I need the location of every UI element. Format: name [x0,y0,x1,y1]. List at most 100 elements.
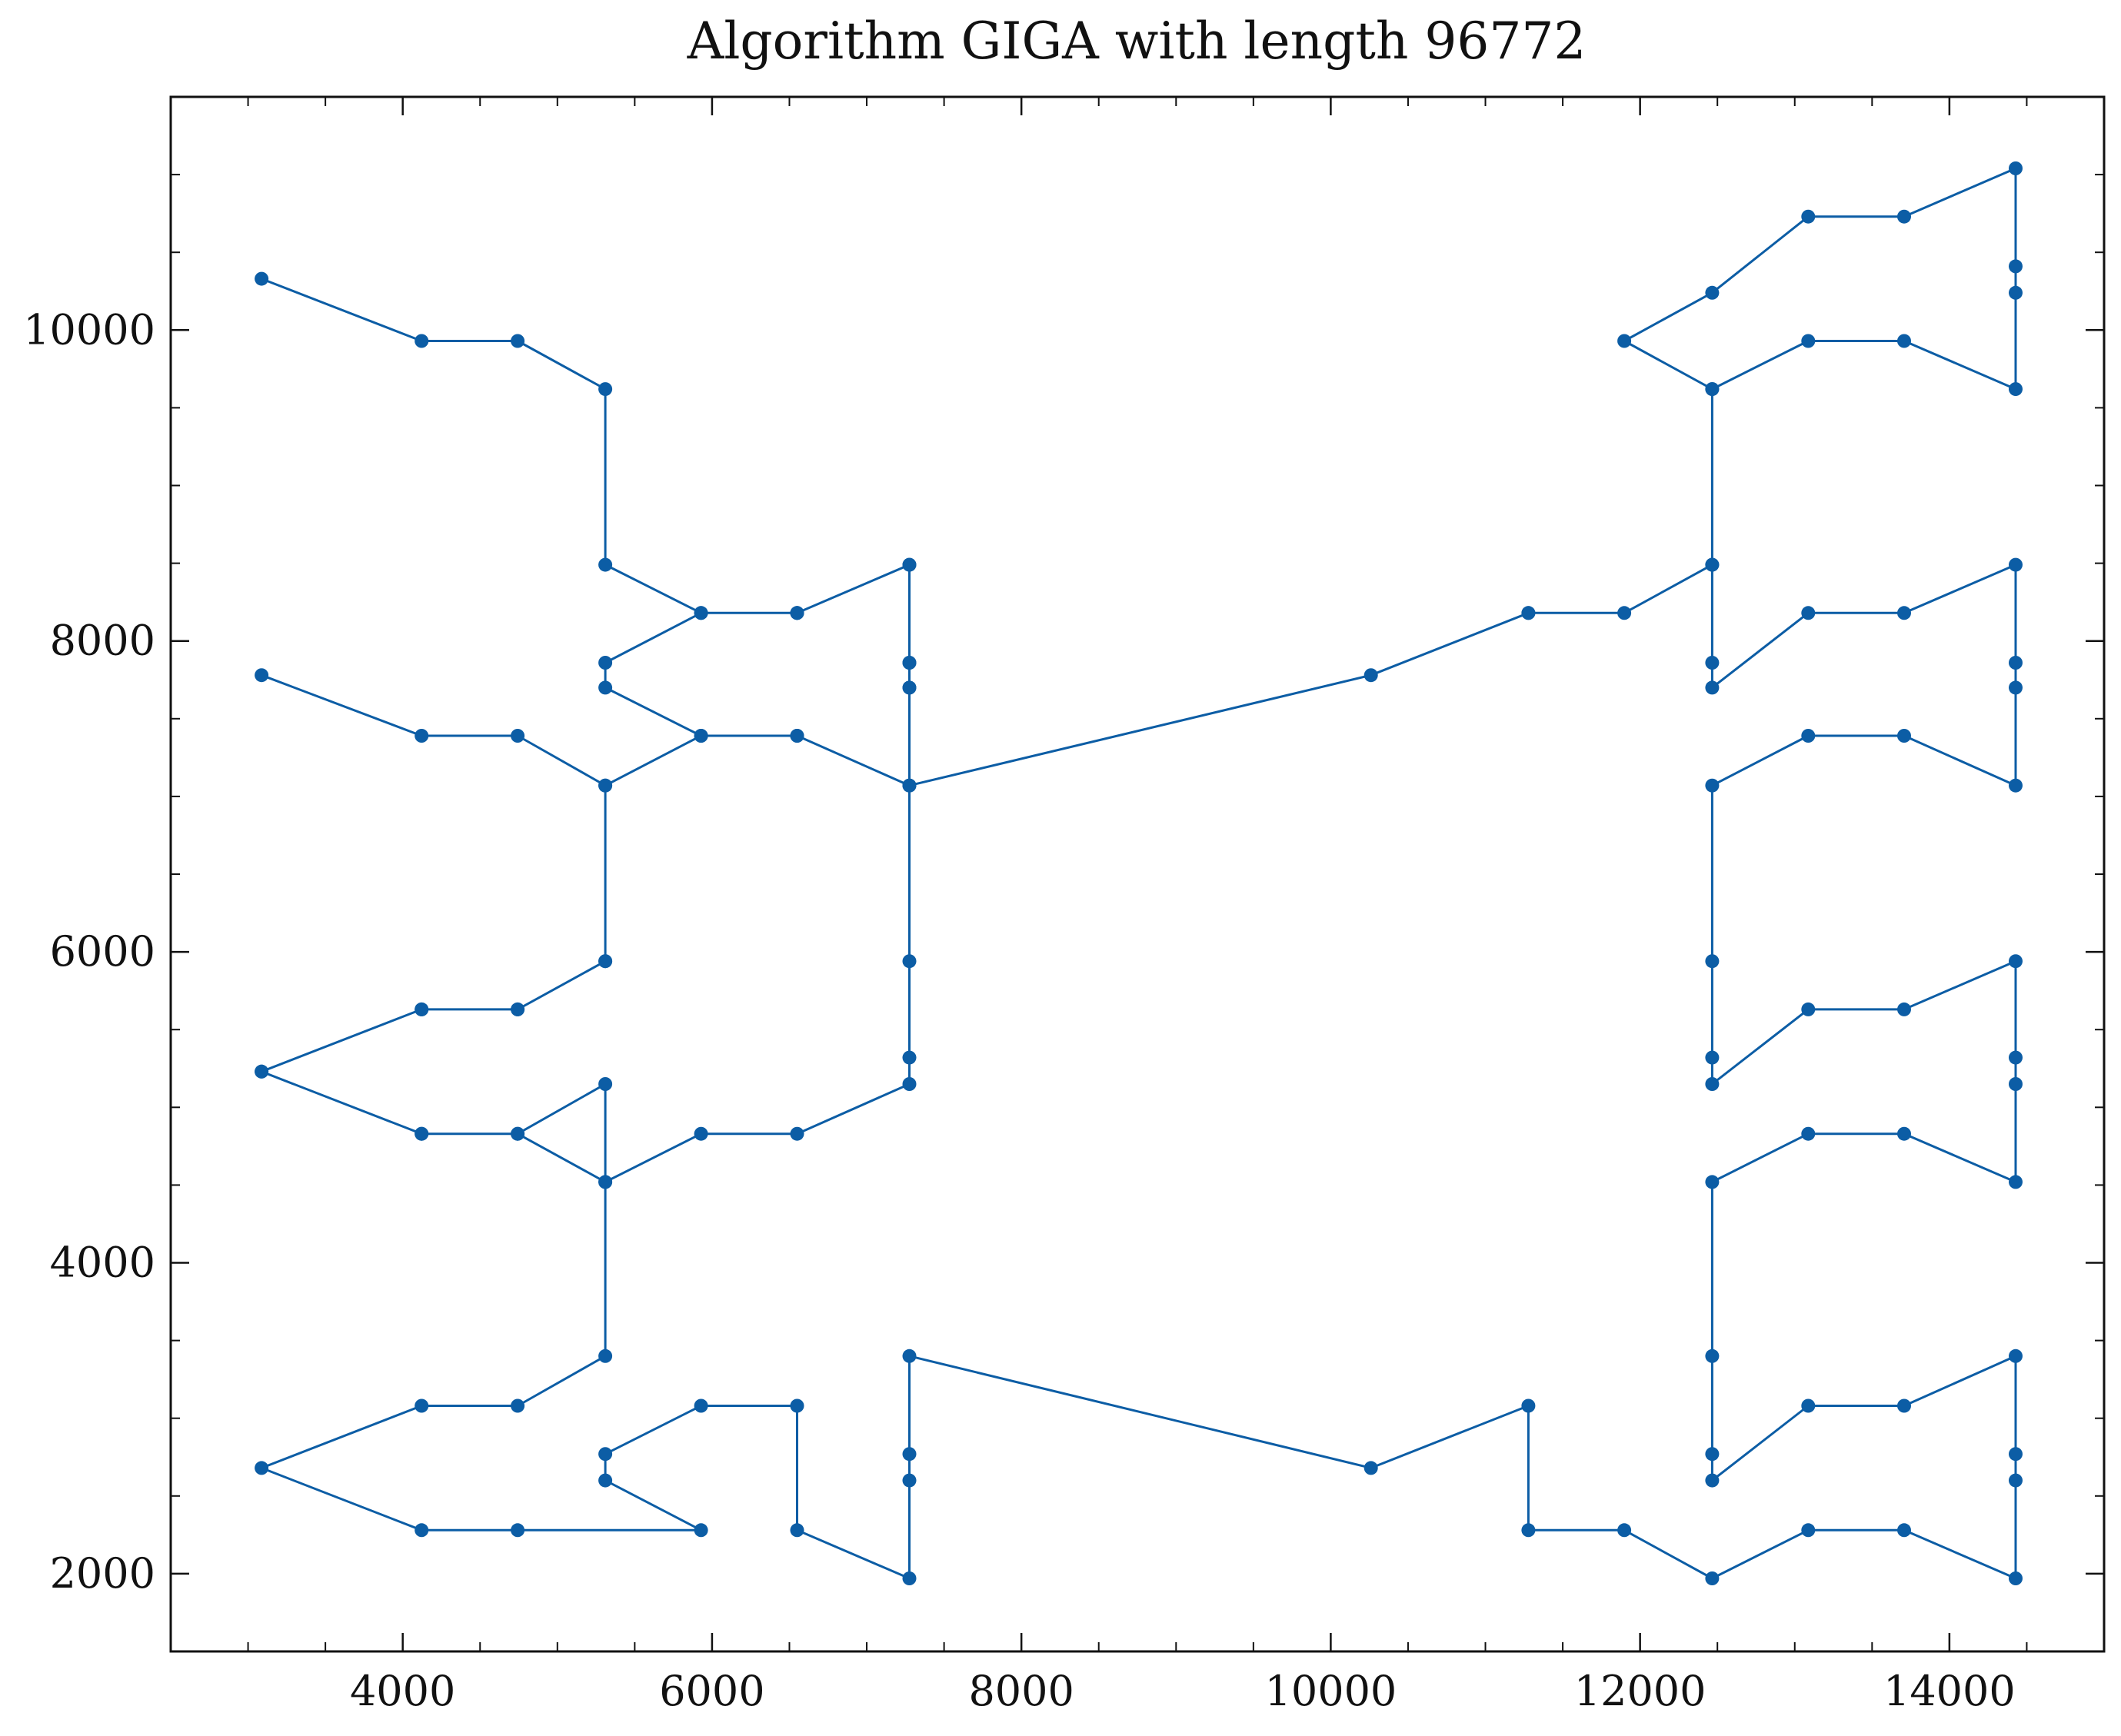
tour-point [1364,668,1378,683]
tour-point [1897,1002,1911,1016]
tour-point [1897,1398,1911,1413]
tour-point [1801,209,1816,224]
tour-point [511,334,525,348]
tour-point [2009,954,2023,969]
tour-point [694,1523,708,1538]
x-tick-label: 10000 [1265,1667,1397,1715]
y-tick-label: 8000 [50,617,155,665]
tour-point [1364,1461,1378,1475]
tour-point [2009,285,2023,300]
tour-point [1705,1571,1720,1585]
tour-point [1705,1077,1720,1091]
tour-point [1705,656,1720,670]
tour-point [598,656,613,670]
tour-point [1801,729,1816,743]
tour-point [694,729,708,743]
y-tick-labels: 2000 4000 6000 8000 10000 [23,305,155,1598]
tour-point [2009,680,2023,695]
x-tick-label: 12000 [1574,1667,1706,1715]
tour-point [511,1002,525,1016]
tour-point [1705,1175,1720,1189]
tour-point [1705,680,1720,695]
tour-point [1801,1523,1816,1538]
tour-point [1801,606,1816,620]
tour-point [1897,729,1911,743]
tour-point [2009,161,2023,175]
minor-ticks [170,96,2105,1652]
tour-point [598,778,613,793]
tour-point [1705,1473,1720,1488]
tour-point [790,1398,804,1413]
tour-point [790,1126,804,1141]
tour-point [902,1050,917,1065]
x-tick-labels: 4000 6000 8000 10000 12000 14000 [350,1667,2016,1715]
tour-point [511,1523,525,1538]
tour-point [1705,1447,1720,1462]
x-tick-label: 14000 [1883,1667,2016,1715]
tour-point [2009,259,2023,274]
tour-point [2009,1349,2023,1363]
tour-point [1897,606,1911,620]
tour-point [598,1447,613,1462]
tour-point [1705,285,1720,300]
tour-point [1617,606,1632,620]
tour-point [902,656,917,670]
tour-point [902,778,917,793]
x-tick-label: 4000 [350,1667,455,1715]
tour-point [694,606,708,620]
x-tick-label: 6000 [659,1667,764,1715]
tour-point [511,1398,525,1413]
tour-point [415,1523,429,1538]
tour-point [2009,778,2023,793]
tour-point [790,729,804,743]
tour-point [1705,778,1720,793]
plot-frame [169,95,2106,1653]
tour-point [255,271,269,286]
tour-point [1897,1126,1911,1141]
tour-point [1897,209,1911,224]
tour-point [1705,954,1720,969]
tour-point [694,1398,708,1413]
tour-point [1801,1002,1816,1016]
tour-point [598,1175,613,1189]
tour-point [415,334,429,348]
tour-point [255,1461,269,1475]
y-tick-label: 6000 [50,927,155,976]
tour-line [260,167,2017,1580]
tour-point [1521,1398,1536,1413]
y-tick-label: 10000 [23,305,155,354]
tour-point [2009,656,2023,670]
tour-point [598,1349,613,1363]
tour-point [902,1473,917,1488]
tour-point [2009,1077,2023,1091]
tour-point [598,1077,613,1091]
tour-point [2009,1447,2023,1462]
tour-point [694,1126,708,1141]
tour-point [255,1064,269,1079]
tour-point [1705,1050,1720,1065]
y-tick-label: 2000 [50,1549,155,1598]
tour-point [1705,557,1720,572]
tour-point [415,1126,429,1141]
tour-point [1617,1523,1632,1538]
y-tick-label: 4000 [50,1239,155,1287]
tour-point [1705,1349,1720,1363]
tour-point [1521,606,1536,620]
tour-point [902,557,917,572]
tour-point [790,1523,804,1538]
tour-point [1521,1523,1536,1538]
tour-point [511,729,525,743]
tour-point [902,680,917,695]
tour-point [2009,382,2023,397]
tour-point [1705,382,1720,397]
tour-point [1801,1126,1816,1141]
tour-point [2009,1473,2023,1488]
tour-point [902,1349,917,1363]
tour-point [415,729,429,743]
tour-point [790,606,804,620]
tour-point [511,1126,525,1141]
tour-point [1801,1398,1816,1413]
tour-point [1897,334,1911,348]
tour-point [1897,1523,1911,1538]
